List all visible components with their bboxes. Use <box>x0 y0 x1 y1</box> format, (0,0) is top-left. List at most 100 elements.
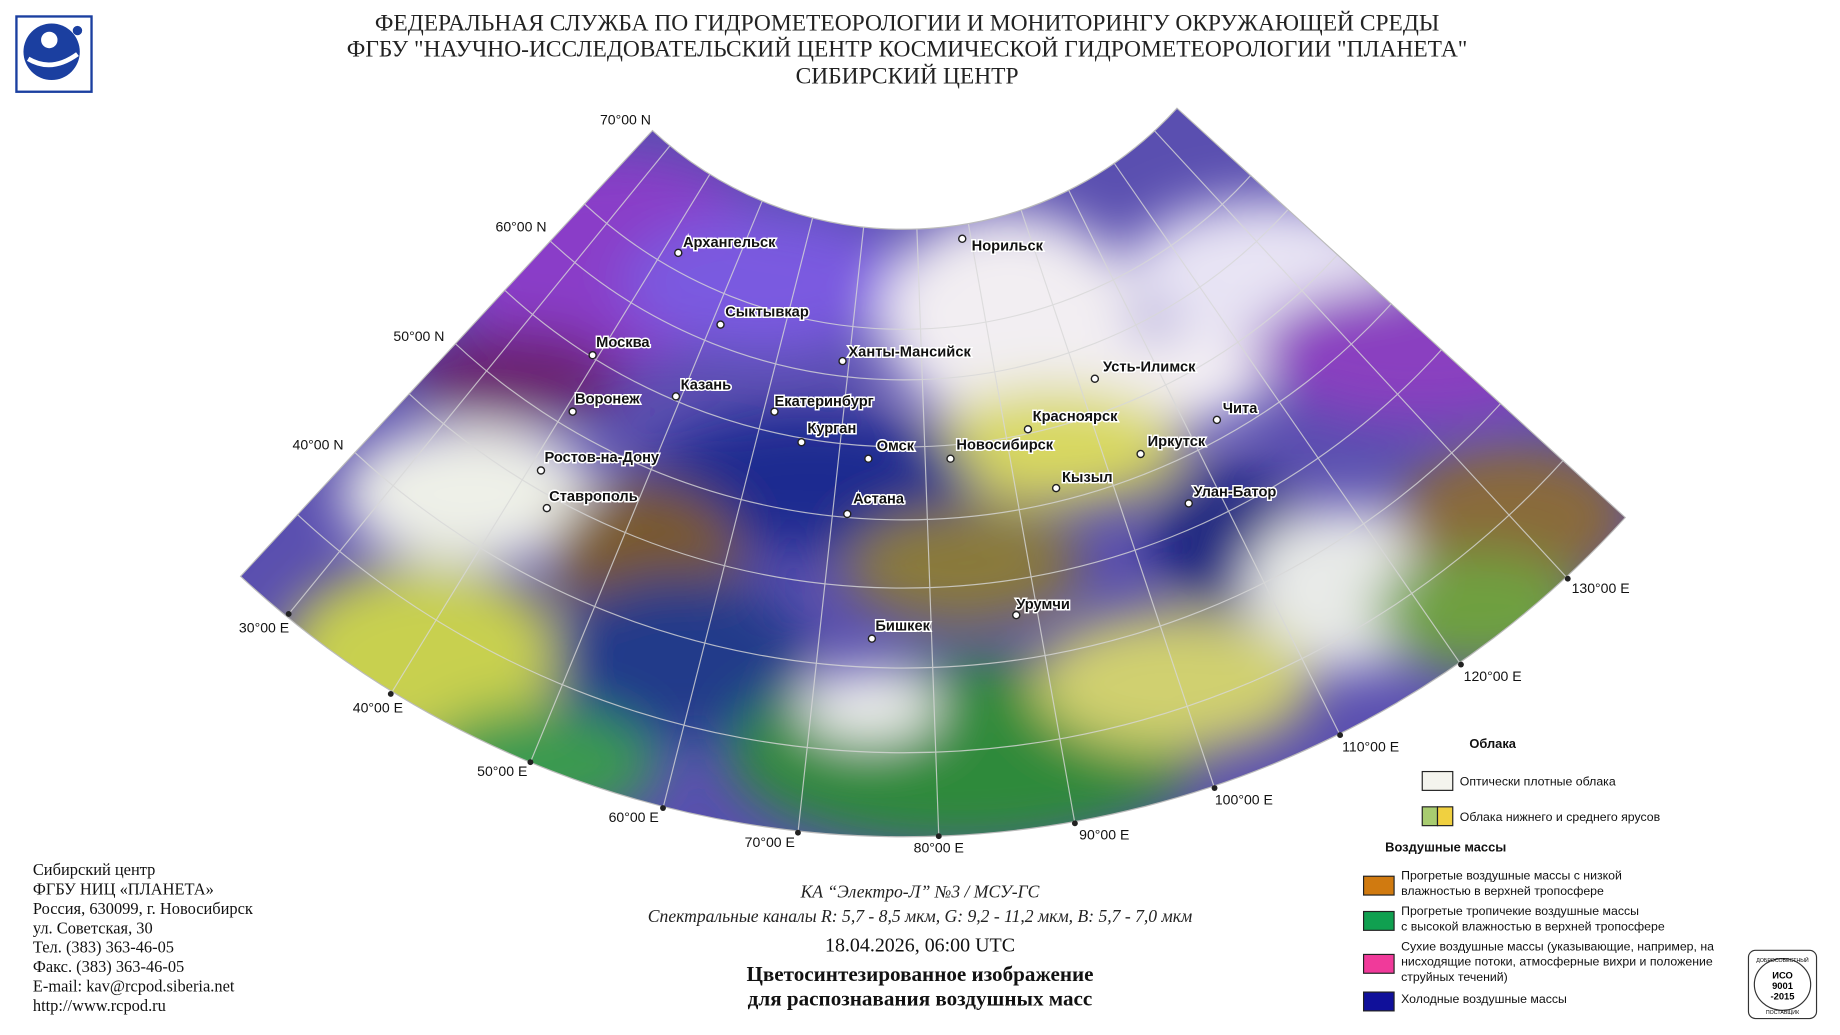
city-label: Новосибирск <box>956 437 1053 453</box>
product-title: Цветосинтезированное изображение <box>746 962 1093 986</box>
contact-line: ул. Советская, 30 <box>33 918 153 937</box>
city-label: Архангельск <box>683 235 776 251</box>
meridian <box>964 206 1090 837</box>
meridian <box>642 200 818 837</box>
meridian <box>1103 148 1506 730</box>
contact-line: Россия, 630099, г. Новосибирск <box>33 899 253 918</box>
city-marker <box>864 454 873 463</box>
header-line: СИБИРСКИЙ ЦЕНТР <box>796 63 1019 89</box>
city-marker <box>1012 610 1021 620</box>
meridian <box>240 131 682 680</box>
city-label: Екатеринбург <box>774 394 873 410</box>
longitude-label: 30°00 E <box>239 620 289 636</box>
city-label: Кызыл <box>1062 470 1113 486</box>
longitude-tick <box>1071 820 1078 827</box>
city-marker <box>716 320 725 329</box>
longitude-label: 90°00 E <box>1079 827 1129 843</box>
contact-line: E-mail: kav@rcpod.siberia.net <box>33 976 235 995</box>
latitude-label: 60°00 N <box>496 219 547 235</box>
city-label: Астана <box>853 491 905 507</box>
longitude-tick <box>1337 732 1344 739</box>
city-label: Ростов-на-Дону <box>544 450 659 466</box>
meridian <box>349 159 720 761</box>
city-marker <box>536 466 546 475</box>
legend-label: Прогретые воздушные массы с низкой <box>1401 869 1622 883</box>
city-marker <box>838 356 847 366</box>
city-label: Воронеж <box>575 391 640 407</box>
city-marker <box>674 248 683 258</box>
legend-swatch <box>1436 806 1454 827</box>
legend-swatch <box>1421 770 1454 791</box>
city-marker <box>1051 483 1061 493</box>
header: ФЕДЕРАЛЬНАЯ СЛУЖБА ПО ГИДРОМЕТЕОРОЛОГИИ … <box>347 11 1468 90</box>
city-label: Курган <box>807 421 856 437</box>
contact-line: ФГБУ НИЦ «ПЛАНЕТА» <box>33 879 214 898</box>
longitude-tick <box>660 805 666 811</box>
city-marker <box>568 407 577 416</box>
header-line: ФГБУ "НАУЧНО-ИССЛЕДОВАТЕЛЬСКИЙ ЦЕНТР КОС… <box>347 36 1468 62</box>
channels-caption: Спектральные каналы R: 5,7 - 8,5 мкм, G:… <box>648 906 1192 926</box>
legend-swatch <box>1362 953 1395 974</box>
city-marker <box>946 454 955 463</box>
city-label: Чита <box>1223 401 1258 417</box>
meridian <box>1060 174 1376 807</box>
badge-text: -2015 <box>1771 991 1795 1002</box>
header-line: ФЕДЕРАЛЬНАЯ СЛУЖБА ПО ГИДРОМЕТЕОРОЛОГИИ … <box>375 11 1439 37</box>
parallel <box>240 108 1626 669</box>
contact-line: Сибирский центр <box>33 860 155 879</box>
parallel <box>240 108 1626 754</box>
longitude-label: 100°00 E <box>1215 791 1273 807</box>
caption: КА “Электро-Л” №3 / МСУ-ГС Спектральные к… <box>648 881 1192 1010</box>
city-label: Москва <box>596 335 650 351</box>
city-label: Норильск <box>972 239 1044 255</box>
city-marker <box>797 437 806 447</box>
city-label: Красноярск <box>1033 409 1118 425</box>
city-label: Усть-Илимск <box>1103 360 1196 376</box>
longitude-label: 40°00 E <box>353 700 403 716</box>
city-marker <box>1212 415 1222 425</box>
badge-text: ДОБРОСОВЕСТНЫЙ <box>1756 956 1809 964</box>
meridian <box>1014 193 1241 837</box>
city-label: Омск <box>877 438 915 454</box>
legend-label: Сухие воздушные массы (указывающие, напр… <box>1401 939 1714 953</box>
legend-label: нисходящие потоки, атмосферные вихри и п… <box>1401 955 1713 969</box>
legend-heading: Облака <box>1469 736 1516 751</box>
contact-line: Тел. (383) 363-46-05 <box>33 938 174 957</box>
longitude-tick <box>795 829 801 836</box>
meridian <box>498 184 770 837</box>
city-marker <box>843 509 852 519</box>
legend-label: Прогретые тропичекие воздушные массы <box>1401 904 1639 918</box>
legend-label: Облака нижнего и среднего ярусов <box>1460 810 1661 824</box>
city-marker <box>542 503 552 513</box>
parallel <box>383 108 1425 381</box>
longitude-label: 70°00 E <box>745 834 795 850</box>
longitude-tick <box>387 690 394 697</box>
legend-label: с высокой влажностью в верхней тропосфер… <box>1401 919 1665 933</box>
parallel <box>433 108 1374 330</box>
badge-text: 9001 <box>1772 980 1793 991</box>
longitude-label: 120°00 E <box>1464 668 1522 684</box>
contact-line: http://www.rcpod.ru <box>33 996 166 1015</box>
parallel <box>243 108 1564 521</box>
legend-label: влажностью в верхней тропосфере <box>1401 884 1604 898</box>
longitude-tick <box>1458 661 1464 668</box>
city-label: Казань <box>681 377 732 393</box>
city-label: Бишкек <box>875 618 930 634</box>
city-marker <box>1184 499 1193 508</box>
meridian <box>915 211 943 837</box>
city-marker <box>671 392 681 401</box>
parallel <box>240 108 1626 589</box>
city-marker <box>1090 374 1100 383</box>
legend-swatch <box>1421 806 1439 827</box>
datetime: 18.04.2026, 06:00 UTC <box>825 934 1015 956</box>
legend-swatch <box>1362 910 1395 931</box>
logo <box>15 15 93 93</box>
longitude-label: 110°00 E <box>1342 739 1399 755</box>
longitude-label: 50°00 E <box>477 763 527 779</box>
latitude-label: 50°00 N <box>393 328 444 344</box>
city-label: Улан-Батор <box>1193 484 1276 500</box>
